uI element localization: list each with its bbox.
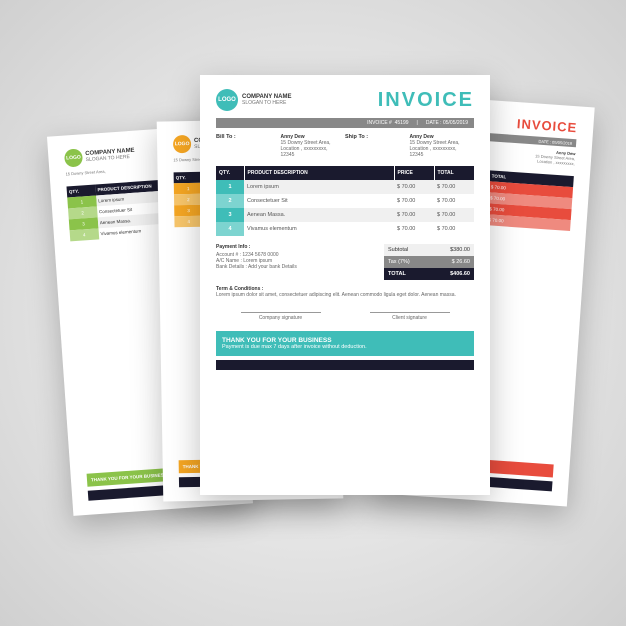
meta-bar: INVOICE # 45199 | DATE : 05/05/2019	[216, 118, 474, 128]
totals-block: Subtotal$380.00 Tax (7%)$ 26.60 TOTAL$40…	[384, 244, 474, 280]
address-row: Bill To : Anny Dew15 Downy Street Area,L…	[216, 134, 474, 158]
company-name: COMPANY NAMESLOGAN TO HERE	[85, 148, 135, 163]
col-desc: PRODUCT DESCRIPTION	[244, 166, 394, 180]
table-row: 2Consectetuer Sit$ 70.00$ 70.00	[216, 194, 474, 208]
bottom-stripe	[216, 360, 474, 370]
signatures: Company signature Client signature	[216, 312, 474, 321]
logo-block: LOGO COMPANY NAMESLOGAN TO HERE	[216, 89, 291, 111]
logo-icon: LOGO	[216, 89, 238, 111]
stage: LOGO COMPANY NAMESLOGAN TO HERE 15 Downy…	[0, 0, 626, 626]
line-items-table: QTY. PRODUCT DESCRIPTION PRICE TOTAL 1Lo…	[216, 166, 474, 236]
table-row: 1Lorem ipsum$ 70.00$ 70.00	[216, 180, 474, 194]
invoice-title: INVOICE	[378, 89, 474, 112]
table-row: 4Vivamus elementum$ 70.00$ 70.00	[216, 222, 474, 236]
logo-icon: LOGO	[64, 148, 83, 167]
col-qty: QTY.	[216, 166, 244, 180]
client-signature: Client signature	[370, 312, 450, 321]
company-signature: Company signature	[241, 312, 321, 321]
invoice-main: LOGO COMPANY NAMESLOGAN TO HERE INVOICE …	[200, 75, 490, 495]
company-slogan: SLOGAN TO HERE	[242, 100, 291, 106]
invoice-title: INVOICE	[516, 116, 577, 135]
table-row: 3Aenean Massa.$ 70.00$ 70.00	[216, 208, 474, 222]
col-total: TOTAL	[434, 166, 474, 180]
payment-info: Payment Info : Account # : 1234 5678 000…	[216, 244, 384, 280]
col-price: PRICE	[394, 166, 434, 180]
logo-icon: LOGO	[173, 135, 191, 153]
terms-block: Term & Conditions : Lorem ipsum dolor si…	[216, 286, 474, 298]
footer-bar: THANK YOU FOR YOUR BUSINESS Payment is d…	[216, 331, 474, 356]
